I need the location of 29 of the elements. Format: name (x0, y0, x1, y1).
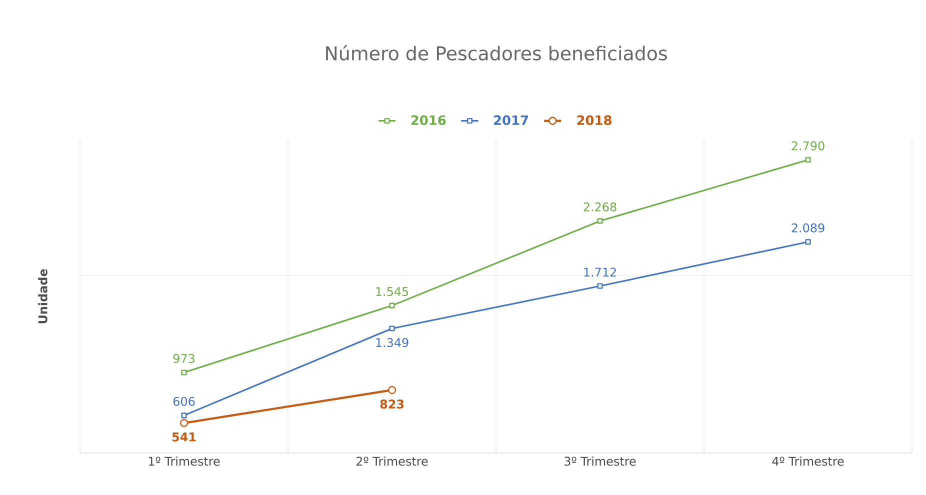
chart-title: Número de Pescadores beneficiados (326, 45, 667, 60)
point (388, 386, 396, 394)
x-tick-label: 1º Trimestre (148, 456, 220, 466)
point (805, 157, 811, 163)
point (181, 412, 187, 418)
data-label: 1.545 (376, 287, 408, 296)
legend-label: 2018 (577, 115, 612, 126)
point (181, 370, 187, 376)
legend-label: 2017 (494, 115, 528, 126)
data-label: 1.712 (584, 268, 616, 276)
data-label: 2.790 (792, 141, 824, 150)
legend-label: 2016 (411, 115, 446, 126)
data-label: 541 (172, 432, 196, 442)
data-label: 1.349 (376, 338, 408, 348)
y-axis-title: Unidade (38, 269, 48, 324)
point (389, 326, 395, 332)
x-tick-label: 3º Trimestre (564, 456, 636, 466)
point (597, 283, 603, 289)
data-label: 973 (173, 354, 194, 363)
data-label: 2.268 (584, 202, 616, 212)
data-label: 2.089 (792, 223, 824, 232)
data-label: 823 (380, 400, 404, 409)
data-label: 606 (173, 396, 195, 406)
x-tick-label: 4º Trimestre (772, 456, 844, 466)
point (180, 418, 188, 428)
point (597, 218, 603, 224)
point (805, 239, 811, 245)
x-tick-label: 2º Trimestre (356, 456, 428, 466)
point (389, 302, 395, 308)
